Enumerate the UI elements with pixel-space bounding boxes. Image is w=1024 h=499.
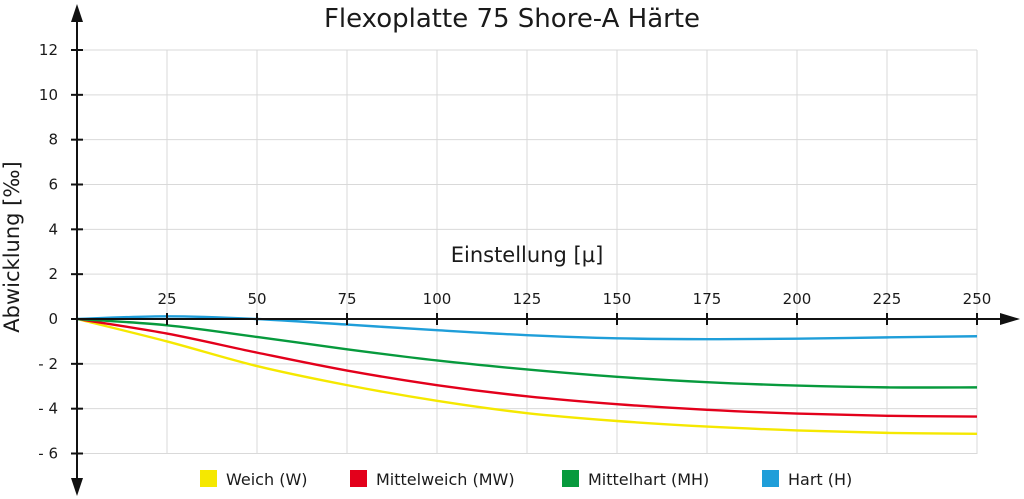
legend-item-1: Mittelweich (MW) (350, 470, 515, 489)
y-tick-label: - 4 (38, 400, 58, 418)
x-tick-label: 225 (873, 290, 902, 308)
y-axis-arrow-down (71, 478, 83, 496)
axes (71, 4, 1020, 496)
legend-label: Mittelhart (MH) (588, 470, 709, 489)
y-tick-labels: 12 10 8 6 4 2 0 - 2 - 4 - 6 (38, 41, 58, 463)
x-axis-arrow (1000, 313, 1020, 325)
legend-label: Mittelweich (MW) (376, 470, 515, 489)
y-axis-arrow-up (71, 4, 83, 22)
y-tick-label: 0 (48, 310, 58, 328)
x-tick-label: 125 (513, 290, 542, 308)
legend-label: Weich (W) (226, 470, 308, 489)
y-tick-label: - 2 (38, 355, 58, 373)
y-tick-label: 4 (48, 220, 58, 238)
y-tick-label: 10 (39, 86, 58, 104)
y-tick-label: 12 (39, 41, 58, 59)
chart-title: Flexoplatte 75 Shore-A Härte (324, 4, 700, 34)
legend: Weich (W) Mittelweich (MW) Mittelhart (MH)… (200, 470, 852, 489)
legend-swatch (562, 470, 579, 487)
x-tick-label: 250 (963, 290, 992, 308)
legend-item-2: Mittelhart (MH) (562, 470, 709, 489)
x-tick-label: 100 (423, 290, 452, 308)
series-line-1 (76, 317, 978, 418)
legend-label: Hart (H) (788, 470, 852, 489)
legend-swatch (200, 470, 217, 487)
y-axis-label: Abwicklung [‰] (0, 161, 24, 332)
x-tick-label: 75 (337, 290, 356, 308)
series-lines (76, 315, 978, 435)
x-tick-label: 50 (247, 290, 266, 308)
legend-swatch (350, 470, 367, 487)
x-axis-label: Einstellung [µ] (451, 243, 604, 267)
x-tick-label: 25 (157, 290, 176, 308)
x-tick-label: 150 (603, 290, 632, 308)
series-line-0 (76, 317, 978, 435)
legend-swatch (762, 470, 779, 487)
series-line-3 (76, 315, 978, 341)
y-tick-label: 6 (48, 176, 58, 194)
series-line-2 (76, 317, 978, 389)
x-tick-labels: 25 50 75 100 125 150 175 200 225 250 (157, 290, 991, 308)
x-tick-label: 200 (783, 290, 812, 308)
x-tick-label: 175 (693, 290, 722, 308)
legend-item-3: Hart (H) (762, 470, 852, 489)
y-tick-label: 2 (48, 265, 58, 283)
grid (77, 49, 978, 454)
y-tick-label: 8 (48, 131, 58, 149)
y-tick-label: - 6 (38, 445, 58, 463)
legend-item-0: Weich (W) (200, 470, 308, 489)
